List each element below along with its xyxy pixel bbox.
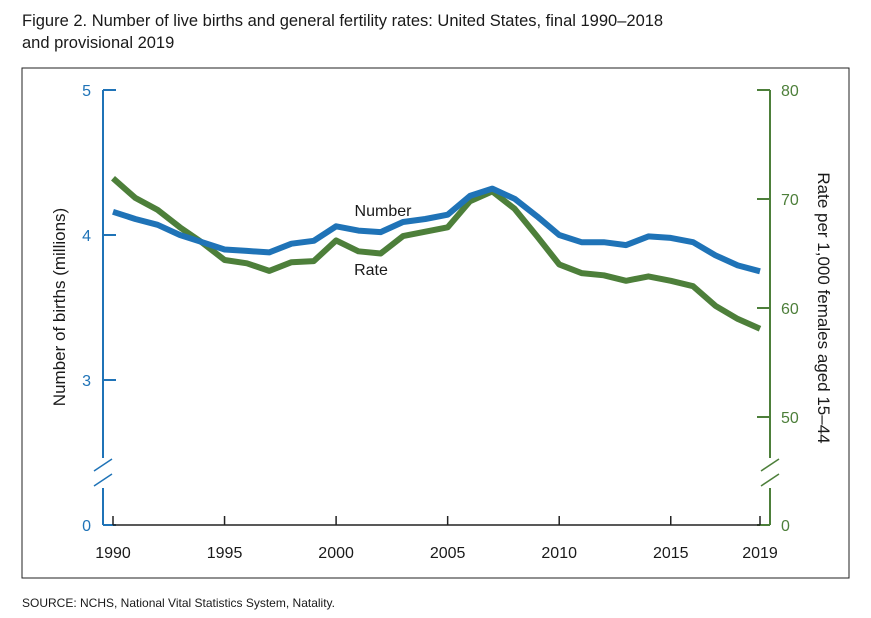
chart-title-line-2: and provisional 2019 xyxy=(22,34,175,52)
left-axis-tick-label: 4 xyxy=(82,228,91,245)
right-axis-tick-label: 60 xyxy=(781,301,799,318)
series-label-rate: Rate xyxy=(354,262,388,279)
x-axis-tick-label: 1995 xyxy=(207,545,243,562)
left-axis-tick-label: 0 xyxy=(82,518,91,535)
plot-frame xyxy=(21,67,850,579)
source-note: SOURCE: NCHS, National Vital Statistics … xyxy=(22,596,335,610)
right-axis-tick-label: 50 xyxy=(781,410,799,427)
chart: 0 3 4 5 Number of births (millions) 0 50 60 70 80… xyxy=(21,67,850,579)
series-label-number: Number xyxy=(355,203,413,220)
right-axis-break-mark-2 xyxy=(760,473,780,487)
left-axis-tick-label: 5 xyxy=(82,83,91,100)
x-axis-tick-label: 2010 xyxy=(541,545,577,562)
x-axis-tick-label: 2019 xyxy=(742,545,778,562)
series-line-number xyxy=(112,185,761,275)
chart-title: Figure 2. Number of live births and gene… xyxy=(22,10,842,54)
right-axis-tick-label: 70 xyxy=(781,192,799,209)
right-axis-title: Rate per 1,000 females aged 15–44 xyxy=(814,172,833,443)
right-axis-tick-label: 80 xyxy=(781,83,799,100)
left-axis-title: Number of births (millions) xyxy=(50,208,69,406)
left-axis-tick-label: 3 xyxy=(82,373,91,390)
left-axis-break-mark-1 xyxy=(93,458,113,472)
x-axis-tick-label: 2015 xyxy=(653,545,689,562)
chart-title-line-1: Figure 2. Number of live births and gene… xyxy=(22,12,664,30)
x-axis-tick-label: 2005 xyxy=(430,545,466,562)
right-axis-tick-label: 0 xyxy=(781,518,790,535)
x-axis-tick-label: 1990 xyxy=(95,545,131,562)
right-axis-break-mark-1 xyxy=(760,458,780,472)
x-axis-tick-label: 2000 xyxy=(318,545,354,562)
left-axis-break-mark-2 xyxy=(93,473,113,487)
series-line-rate xyxy=(111,176,762,332)
